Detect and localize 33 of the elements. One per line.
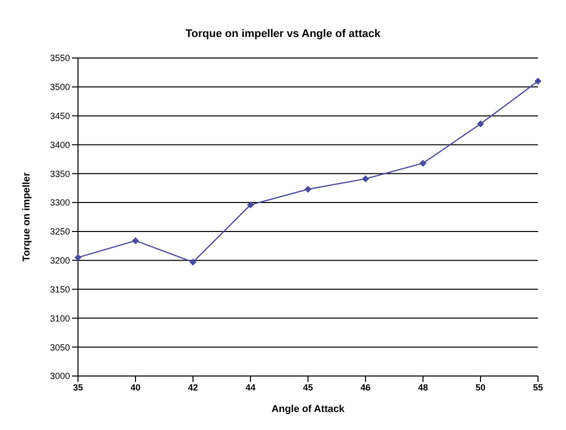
- y-axis-title: Torque on impeller: [22, 172, 33, 262]
- y-tick-label: 3300: [50, 198, 70, 208]
- point: [132, 237, 139, 244]
- point: [477, 120, 484, 128]
- y-tick-label: 3000: [50, 371, 70, 382]
- y-tick-label: 3450: [50, 111, 70, 122]
- y-tick-label: 3200: [50, 256, 70, 266]
- y-tick-label: 3100: [50, 313, 70, 324]
- y-tick-label: 3350: [50, 168, 70, 179]
- y-tick-label: 3150: [50, 284, 70, 294]
- chart-title: Torque on impeller vs Angle of attack: [184, 27, 382, 42]
- y-tick-label: 3500: [50, 82, 70, 92]
- point: [190, 258, 196, 266]
- y-tick-label: 3550: [50, 53, 70, 64]
- y-tick-label: 3250: [50, 226, 70, 237]
- point: [304, 186, 312, 193]
- point: [247, 201, 254, 208]
- x-tick-label: 48: [418, 382, 428, 392]
- point: [362, 175, 369, 182]
- x-axis-title: Angle of Attack: [272, 404, 345, 415]
- x-tick-label: 35: [72, 382, 84, 392]
- y-tick-label: 3050: [50, 342, 70, 352]
- x-tick-label: 46: [360, 382, 371, 392]
- point: [420, 160, 426, 167]
- x-tick-label: 55: [532, 382, 544, 392]
- x-tick-label: 44: [245, 382, 256, 392]
- x-tick-label: 42: [188, 382, 198, 392]
- x-tick-label: 40: [130, 382, 141, 392]
- x-tick-label: 50: [475, 382, 486, 392]
- x-tick-label: 45: [302, 382, 314, 392]
- y-tick-label: 3400: [50, 140, 70, 150]
- point: [74, 254, 82, 261]
- point: [534, 78, 542, 85]
